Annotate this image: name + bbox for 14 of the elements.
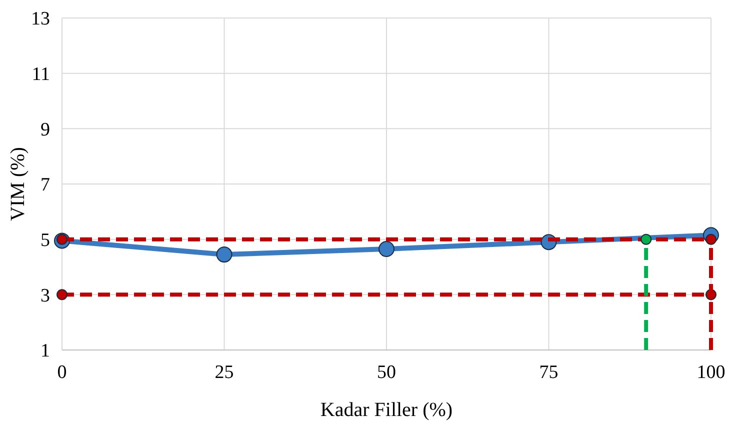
x-tick-label: 75	[539, 362, 558, 383]
y-tick-label: 7	[40, 174, 50, 196]
y-tick-label: 13	[31, 8, 50, 30]
x-tick-label: 0	[57, 362, 67, 383]
y-tick-label: 11	[32, 64, 50, 85]
x-tick-label: 25	[214, 362, 234, 383]
x-axis-title: Kadar Filler (%)	[320, 399, 453, 421]
y-tick-label: 5	[40, 230, 50, 251]
y-axis-title: VIM (%)	[7, 147, 29, 221]
y-tick-label: 3	[40, 285, 50, 306]
y-tick-label: 1	[40, 340, 50, 362]
x-tick-label: 50	[377, 362, 396, 383]
x-tick-label: 100	[696, 362, 726, 383]
y-tick-label: 9	[40, 119, 50, 140]
